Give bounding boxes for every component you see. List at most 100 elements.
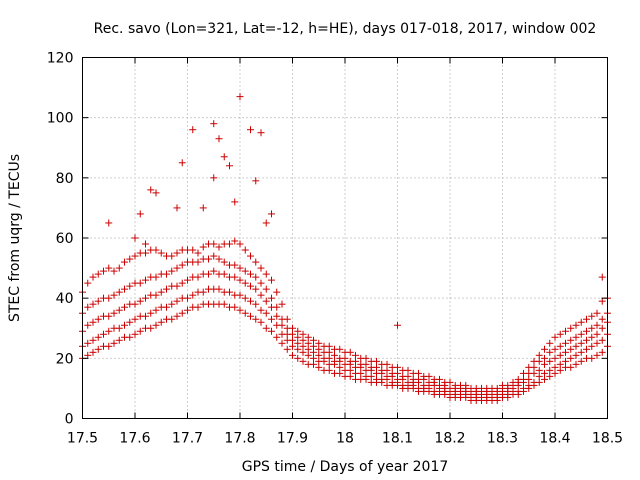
data-point bbox=[215, 255, 223, 263]
data-point bbox=[299, 348, 307, 356]
data-point bbox=[247, 252, 254, 260]
data-point bbox=[593, 339, 601, 347]
data-point bbox=[257, 129, 265, 137]
data-point bbox=[231, 261, 239, 269]
data-point bbox=[84, 303, 92, 311]
x-tick-label: 17.5 bbox=[67, 431, 98, 447]
data-point bbox=[105, 294, 113, 302]
data-point bbox=[262, 270, 270, 278]
y-tick-label: 100 bbox=[47, 111, 74, 127]
data-point bbox=[567, 336, 575, 344]
data-point bbox=[567, 345, 575, 353]
data-point bbox=[583, 336, 590, 344]
data-point bbox=[115, 324, 123, 332]
data-point bbox=[89, 273, 97, 281]
data-point bbox=[173, 282, 181, 290]
data-point bbox=[283, 324, 291, 332]
data-point bbox=[304, 339, 312, 347]
data-point bbox=[278, 339, 286, 347]
data-point bbox=[247, 126, 254, 134]
data-point bbox=[163, 303, 170, 311]
data-point bbox=[430, 381, 438, 389]
data-point bbox=[268, 315, 275, 323]
data-point bbox=[157, 318, 165, 326]
data-point bbox=[577, 357, 585, 365]
data-point bbox=[262, 297, 270, 305]
data-point bbox=[105, 342, 113, 350]
data-point bbox=[210, 267, 218, 275]
data-point bbox=[84, 321, 92, 329]
data-point bbox=[572, 360, 580, 368]
data-point bbox=[535, 378, 543, 386]
data-point bbox=[241, 309, 249, 317]
data-point bbox=[142, 294, 149, 302]
data-point bbox=[541, 354, 548, 362]
data-point bbox=[294, 354, 302, 362]
data-point bbox=[373, 357, 380, 365]
data-point bbox=[514, 390, 522, 398]
y-tick-label: 120 bbox=[47, 51, 74, 67]
data-point bbox=[247, 312, 254, 320]
data-point bbox=[415, 369, 422, 377]
data-point bbox=[383, 375, 391, 383]
data-point bbox=[304, 345, 312, 353]
data-point bbox=[115, 264, 123, 272]
data-point bbox=[325, 354, 333, 362]
data-point bbox=[530, 363, 538, 371]
data-point bbox=[336, 357, 344, 365]
x-tick-label: 17.9 bbox=[277, 431, 308, 447]
data-point bbox=[231, 237, 239, 245]
data-point bbox=[252, 300, 260, 308]
data-point bbox=[583, 327, 590, 335]
data-point bbox=[131, 252, 139, 260]
data-point bbox=[252, 273, 260, 281]
data-point bbox=[189, 246, 197, 254]
data-point bbox=[257, 306, 265, 314]
data-point bbox=[241, 267, 249, 275]
data-point bbox=[556, 330, 564, 338]
x-tick-label: 18.2 bbox=[434, 431, 465, 447]
data-point bbox=[163, 270, 170, 278]
data-point bbox=[252, 177, 260, 185]
data-point bbox=[262, 324, 270, 332]
data-point bbox=[136, 297, 144, 305]
data-point bbox=[315, 363, 323, 371]
data-point bbox=[273, 312, 281, 320]
data-point bbox=[572, 333, 580, 341]
data-point bbox=[341, 354, 349, 362]
data-point bbox=[115, 306, 123, 314]
axis-ticks bbox=[82, 57, 608, 419]
data-point bbox=[383, 366, 391, 374]
data-point bbox=[189, 126, 197, 134]
data-point bbox=[273, 288, 281, 296]
data-point bbox=[257, 264, 265, 272]
data-point bbox=[199, 288, 207, 296]
data-point bbox=[436, 375, 443, 383]
data-point bbox=[325, 366, 333, 374]
data-point bbox=[572, 342, 580, 350]
data-point bbox=[588, 333, 596, 341]
data-points bbox=[79, 93, 611, 404]
data-point bbox=[89, 300, 97, 308]
data-point bbox=[367, 366, 375, 374]
data-point bbox=[562, 357, 569, 365]
data-point bbox=[325, 348, 333, 356]
data-point bbox=[520, 378, 527, 386]
data-point bbox=[226, 288, 233, 296]
data-point bbox=[268, 327, 275, 335]
data-point bbox=[315, 339, 323, 347]
data-point bbox=[283, 336, 291, 344]
data-point bbox=[336, 363, 344, 371]
x-tick-label: 17.6 bbox=[119, 431, 150, 447]
data-point bbox=[299, 330, 307, 338]
data-point bbox=[310, 360, 317, 368]
data-point bbox=[147, 324, 155, 332]
data-point bbox=[283, 345, 291, 353]
data-point bbox=[105, 312, 113, 320]
data-point bbox=[268, 210, 275, 218]
data-point bbox=[84, 279, 92, 287]
data-point bbox=[100, 330, 107, 338]
data-point bbox=[504, 393, 512, 401]
data-point bbox=[257, 291, 265, 299]
